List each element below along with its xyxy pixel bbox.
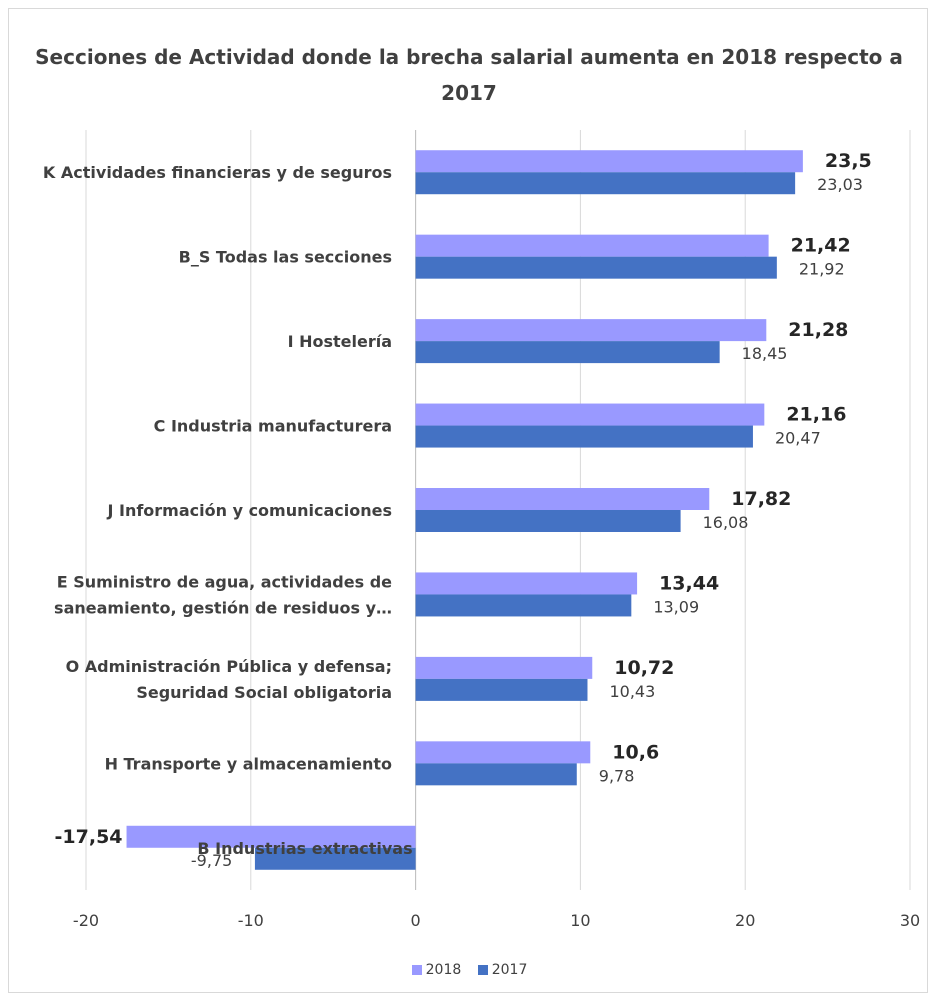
data-label-2017: 23,03 (817, 175, 863, 194)
category-label: J Información y comunicaciones (106, 501, 392, 520)
category-label: I Hostelería (288, 332, 392, 351)
bar-2017 (415, 510, 681, 532)
data-label-2017: 10,43 (609, 682, 655, 701)
bars (126, 150, 803, 870)
category-labels: K Actividades financieras y de seguros B_… (43, 163, 413, 858)
bar-2017 (415, 425, 753, 448)
bar-2018 (415, 403, 765, 426)
x-tick-label: -10 (238, 911, 264, 930)
category-label: B Industrias extractivas (197, 839, 412, 858)
category-label: Seguridad Social obligatoria (136, 683, 392, 702)
x-tick-label: 20 (735, 911, 755, 930)
bar-2018 (415, 741, 591, 764)
bar-2018 (415, 319, 767, 342)
category-label: H Transporte y almacenamiento (105, 754, 392, 773)
data-label-2018: 13,44 (659, 572, 719, 594)
legend-item-2017: 2017 (477, 962, 528, 978)
category-label: K Actividades financieras y de seguros (43, 163, 392, 182)
category-label: O Administración Pública y defensa; (66, 657, 392, 676)
legend-label-2017: 2017 (491, 962, 528, 978)
bar-2017 (415, 256, 777, 279)
bar-2018 (415, 488, 710, 510)
bar-2018 (126, 825, 416, 848)
data-label-2017: 16,08 (703, 513, 749, 532)
category-label: B_S Todas las secciones (179, 248, 392, 267)
data-label-2018: 21,16 (786, 404, 846, 426)
x-tick-labels: -20 -10 0 10 20 30 (73, 911, 920, 930)
data-label-2018: 10,6 (612, 741, 659, 763)
legend-label-2018: 2018 (425, 962, 462, 978)
x-tick-label: -20 (73, 911, 99, 930)
data-label-2017: 18,45 (742, 344, 788, 363)
bar-2017 (415, 341, 720, 364)
bar-2018 (415, 572, 638, 595)
x-tick-label: 0 (411, 911, 421, 930)
data-label-2018: 17,82 (731, 488, 791, 510)
bar-2018 (415, 150, 803, 173)
legend-swatch-2018 (411, 965, 422, 975)
bar-2018 (415, 234, 769, 257)
bar-2017 (254, 847, 416, 870)
bar-2017 (415, 172, 796, 195)
x-tick-label: 30 (900, 911, 920, 930)
data-label-2017: -9,75 (191, 851, 232, 870)
bar-2017 (415, 678, 588, 701)
data-label-2018: 21,42 (791, 235, 851, 257)
legend-swatch-2017 (477, 965, 488, 975)
legend: 2018 2017 (0, 962, 939, 979)
data-label-2017: 20,47 (775, 429, 821, 448)
chart-title: Secciones de Actividad donde la brecha s… (35, 45, 903, 105)
x-tick-label: 10 (570, 911, 590, 930)
data-label-2018: 21,28 (788, 319, 848, 341)
legend-item-2018: 2018 (411, 962, 462, 978)
data-label-2017: 13,09 (653, 597, 699, 616)
data-label-2018: -17,54 (55, 826, 123, 848)
data-label-2017: 21,92 (799, 260, 845, 279)
category-label: saneamiento, gestión de residuos y… (54, 598, 392, 617)
category-label: E Suministro de agua, actividades de (57, 572, 392, 591)
bar-2017 (415, 594, 632, 617)
bar-2018 (415, 656, 593, 679)
data-label-2017: 9,78 (599, 766, 635, 785)
data-label-2018: 23,5 (825, 150, 872, 172)
bar-2017 (415, 763, 577, 786)
data-label-2018: 10,72 (614, 657, 674, 679)
category-label: C Industria manufacturera (154, 417, 392, 436)
